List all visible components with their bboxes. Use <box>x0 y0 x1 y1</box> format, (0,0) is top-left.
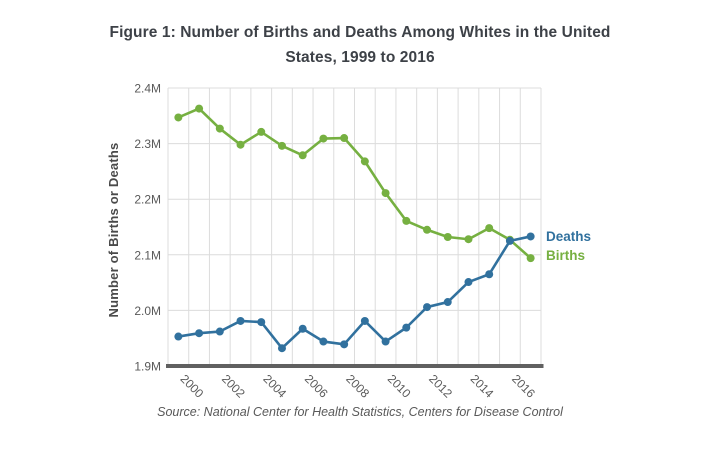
data-point-births <box>381 189 390 198</box>
x-tick-label: 2010 <box>385 372 414 401</box>
chart-title-line1: Figure 1: Number of Births and Deaths Am… <box>109 24 611 41</box>
data-point-deaths <box>360 316 369 325</box>
data-point-births <box>360 157 369 166</box>
data-point-births <box>277 141 286 150</box>
x-tick-label: 2012 <box>426 372 455 401</box>
y-tick-label: 2.3M <box>134 137 161 151</box>
data-point-births <box>174 113 183 122</box>
data-point-deaths <box>195 329 204 338</box>
y-tick-label: 2.0M <box>134 304 161 318</box>
chart-title-line2: States, 1999 to 2016 <box>285 48 435 66</box>
legend-label-deaths: Deaths <box>546 229 592 244</box>
data-point-births <box>319 134 328 143</box>
y-tick-label: 2.2M <box>134 193 161 207</box>
x-tick-label: 2004 <box>260 372 289 401</box>
x-tick-label: 2002 <box>219 372 248 401</box>
data-point-births <box>257 127 266 136</box>
data-point-births <box>464 235 473 244</box>
data-point-deaths <box>464 278 473 287</box>
data-point-births <box>423 225 432 234</box>
data-point-births <box>298 151 307 160</box>
data-point-deaths <box>215 327 224 336</box>
data-point-deaths <box>298 324 307 333</box>
data-point-births <box>443 233 452 242</box>
data-point-deaths <box>319 337 328 346</box>
data-point-deaths <box>443 298 452 307</box>
data-point-births <box>485 224 494 233</box>
y-tick-label: 2.4M <box>134 82 161 96</box>
data-point-births <box>402 216 411 225</box>
data-point-deaths <box>402 323 411 332</box>
data-point-deaths <box>526 232 535 241</box>
x-tick-label: 2006 <box>302 372 331 401</box>
data-point-deaths <box>505 236 514 245</box>
data-point-deaths <box>257 318 266 327</box>
data-point-births <box>195 104 204 113</box>
data-point-deaths <box>340 340 349 349</box>
data-point-deaths <box>236 316 245 325</box>
y-tick-label: 2.1M <box>134 248 161 262</box>
x-tick-label: 2016 <box>509 372 538 401</box>
data-point-deaths <box>174 332 183 341</box>
data-point-births <box>340 134 349 143</box>
source-note: Source: National Center for Health Stati… <box>157 405 563 419</box>
legend-label-births: Births <box>546 248 586 263</box>
data-point-deaths <box>485 270 494 279</box>
data-point-births <box>236 140 245 149</box>
y-tick-label: 1.9M <box>134 360 161 374</box>
data-point-births <box>526 254 535 263</box>
x-tick-label: 2014 <box>468 372 497 401</box>
x-tick-label: 2000 <box>178 372 207 401</box>
data-point-deaths <box>277 344 286 353</box>
x-tick-label: 2008 <box>343 372 372 401</box>
data-point-deaths <box>381 337 390 346</box>
data-point-births <box>215 124 224 133</box>
data-point-deaths <box>423 303 432 312</box>
chart-title: Figure 1: Number of Births and Deaths Am… <box>0 21 720 70</box>
